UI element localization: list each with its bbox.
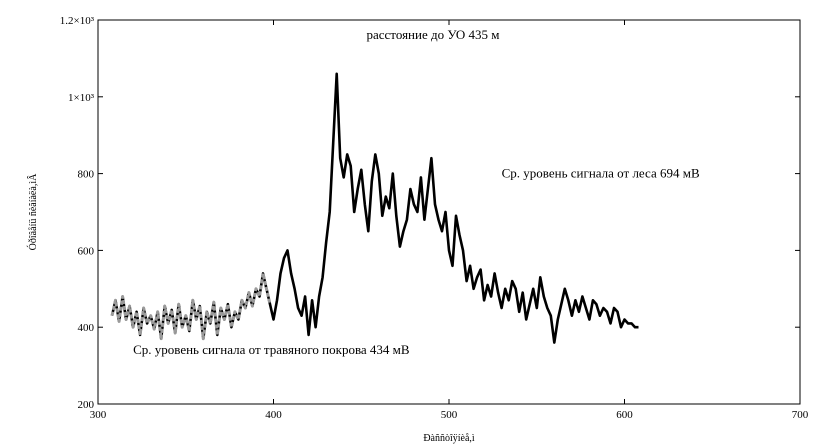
y-tick-label: 1×10³	[68, 92, 95, 104]
x-tick-label: 400	[265, 409, 282, 421]
axes	[97, 19, 801, 405]
x-tick-label: 600	[616, 409, 633, 421]
x-tick-label: 700	[792, 409, 809, 421]
y-tick-label: 400	[78, 322, 95, 334]
y-tick-label: 200	[78, 399, 95, 411]
y-tick-label: 600	[78, 245, 95, 257]
annotation-distance: расстояние до УО 435 м	[367, 27, 500, 42]
y-tick-label: 800	[78, 169, 95, 181]
annotation-grass-level: Ср. уровень сигнала от травяного покрова…	[133, 342, 410, 357]
x-axis-label: Ðàññòîÿíèå,ì	[423, 433, 475, 444]
tick-labels: 300 400 500 600 700 200 400 600 800 1×10³ 1.2×10³	[60, 15, 809, 421]
y-axis-label: Óðîâåíü ñèãíàëà,ìÂ	[27, 173, 39, 250]
plot-area	[110, 72, 639, 344]
y-tick-label: 1.2×10³	[60, 15, 95, 27]
annotation-forest-level: Ср. уровень сигнала от леса 694 мВ	[502, 165, 700, 180]
series-line-grass	[110, 271, 272, 341]
series-line-signal	[110, 72, 639, 344]
x-tick-label: 300	[90, 409, 107, 421]
x-tick-label: 500	[441, 409, 458, 421]
